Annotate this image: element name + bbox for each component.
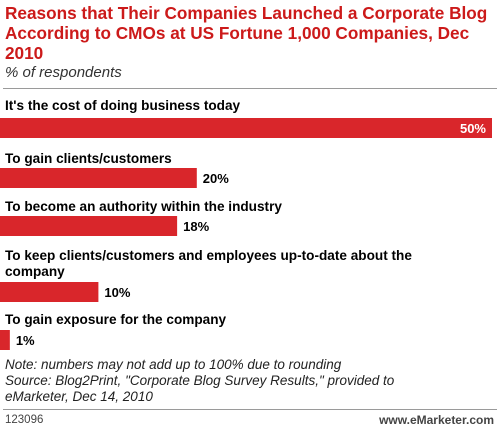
bar [0,282,99,302]
chart-subtitle: % of respondents [5,64,122,81]
bar [0,330,10,350]
category-label: To gain exposure for the company [5,312,226,327]
value-label: 20% [203,171,229,186]
bar [0,168,197,188]
bar [0,216,178,236]
bar [0,118,492,138]
category-label: To become an authority within the indust… [5,199,282,214]
value-label: 50% [460,121,486,136]
source-line: Source: Blog2Print, "Corporate Blog Surv… [5,373,395,388]
chart-id: 123096 [5,414,44,426]
brand-link[interactable]: www.eMarketer.com [379,413,494,427]
value-label: 1% [16,333,35,348]
chart-note: Note: numbers may not add up to 100% due… [5,357,475,405]
top-divider [3,88,497,89]
category-label: To gain clients/customers [5,151,172,166]
bottom-divider [3,409,497,410]
category-label: It's the cost of doing business today [5,98,241,113]
value-label: 18% [183,219,209,234]
category-label: company [5,264,65,279]
source-line-continued: eMarketer, Dec 14, 2010 [5,389,153,404]
category-label: To keep clients/customers and employees … [5,248,412,263]
note-line: Note: numbers may not add up to 100% due… [5,357,342,372]
chart-title: Reasons that Their Companies Launched a … [5,3,488,63]
bar-chart: It's the cost of doing business today 50%… [0,98,492,350]
value-label: 10% [104,285,130,300]
